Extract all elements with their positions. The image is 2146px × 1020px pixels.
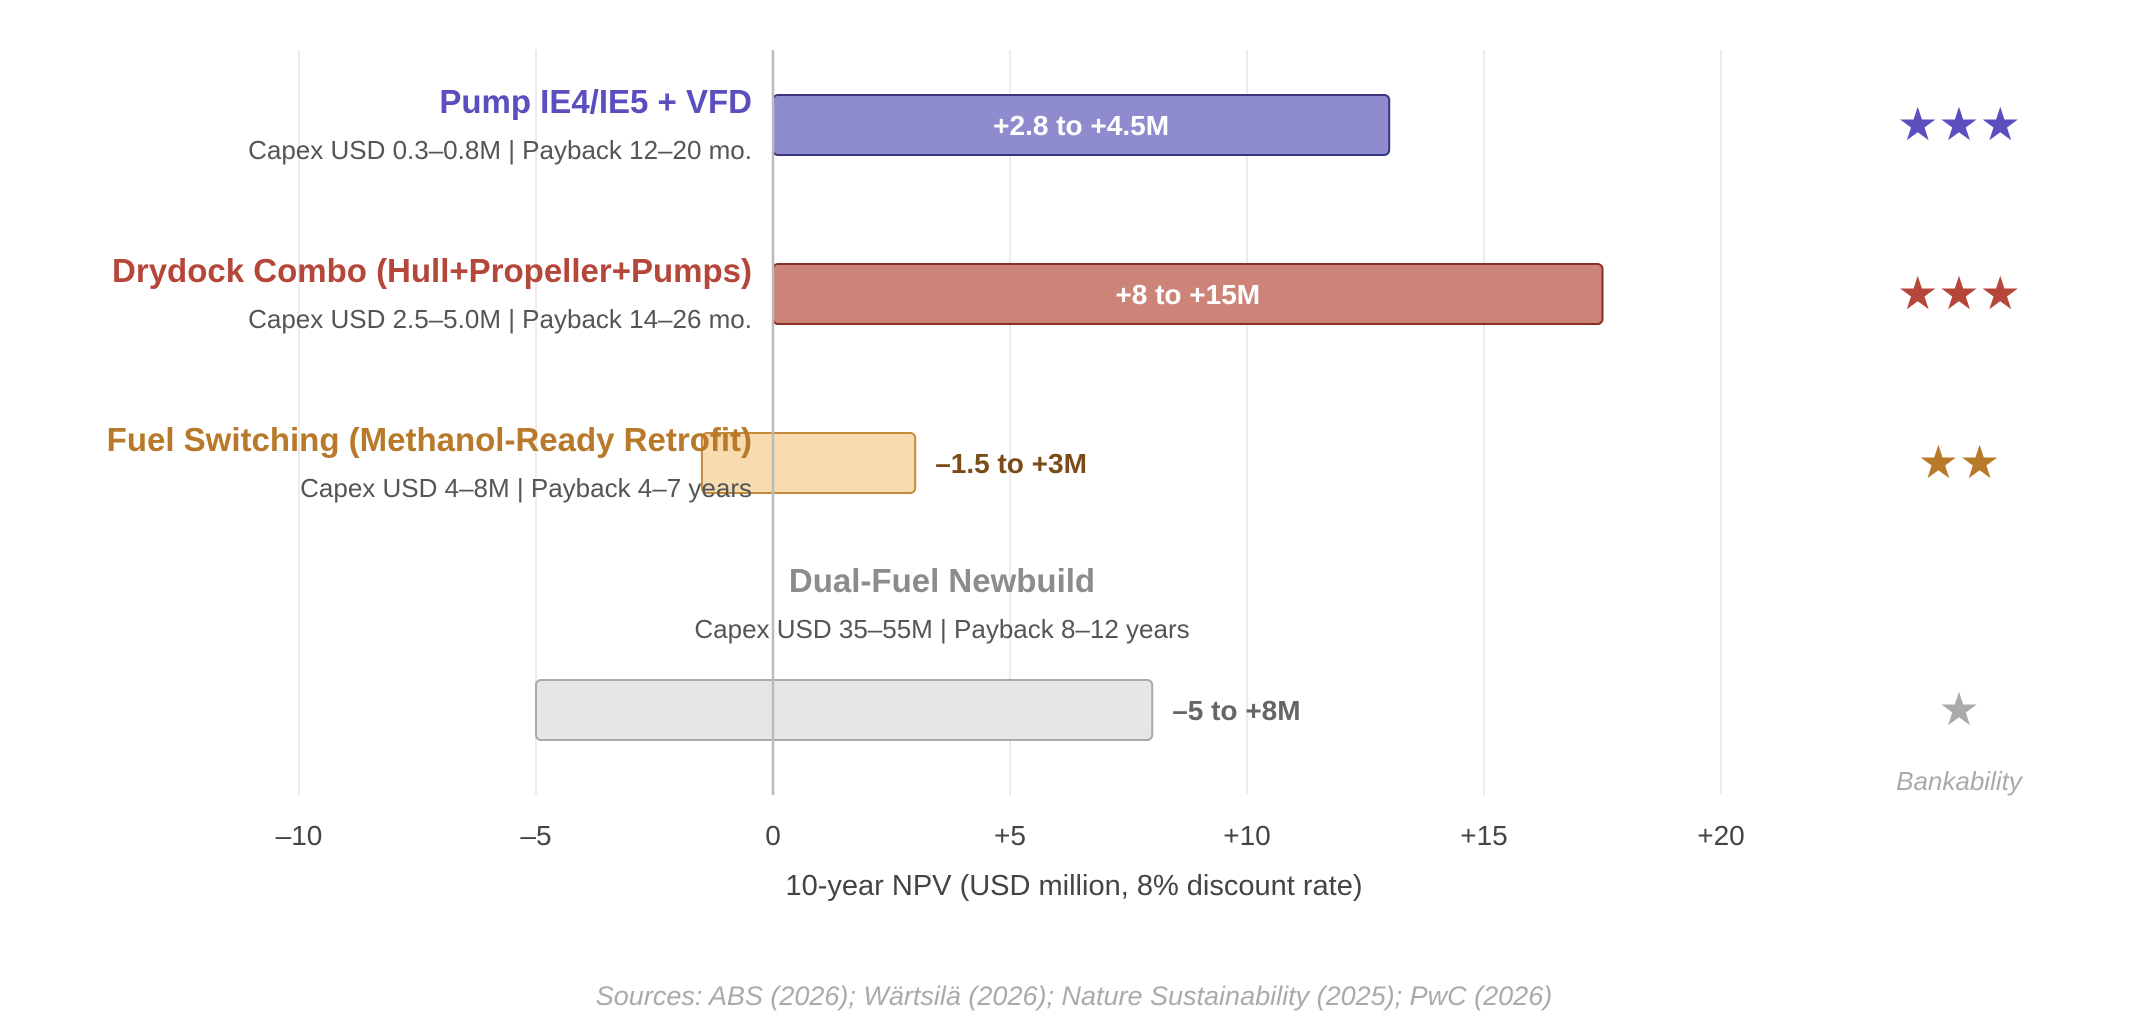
x-tick-label: 0	[765, 820, 781, 851]
x-tick-label: –5	[520, 820, 551, 851]
bar-range-label: –5 to +8M	[1172, 695, 1300, 726]
bar-range-label: +8 to +15M	[1115, 279, 1260, 310]
category-labels: Pump IE4/IE5 + VFD Capex USD 0.3–0.8M | P…	[107, 83, 1190, 644]
x-tick-labels: –10 –5 0 +5 +10 +15 +20	[276, 820, 1745, 851]
x-axis-label: 10-year NPV (USD million, 8% discount ra…	[786, 870, 1363, 902]
source-note: Sources: ABS (2026); Wärtsilä (2026); Na…	[596, 981, 1552, 1011]
bankability-stars: ★★★	[1897, 267, 2021, 319]
x-tick-label: +15	[1460, 820, 1508, 851]
category-subtitle: Capex USD 4–8M | Payback 4–7 years	[300, 473, 752, 503]
x-tick-label: –10	[276, 820, 323, 851]
bankability-stars: ★	[1938, 683, 1979, 735]
category-subtitle: Capex USD 35–55M | Payback 8–12 years	[694, 614, 1189, 644]
npv-range-bar	[700, 432, 917, 494]
bankability-stars: ★★★	[1897, 98, 2021, 150]
category-name: Pump IE4/IE5 + VFD	[439, 83, 752, 120]
bankability-stars: ★★★★★★★★★	[1897, 98, 2021, 735]
bar-range-label: +2.8 to +4.5M	[993, 110, 1169, 141]
npv-range-bar	[535, 679, 1154, 741]
bar-range-label: –1.5 to +3M	[935, 448, 1087, 479]
category-name: Fuel Switching (Methanol-Ready Retrofit)	[107, 421, 752, 458]
bankability-stars: ★★	[1918, 436, 2000, 488]
x-tick-label: +10	[1223, 820, 1271, 851]
category-name: Dual-Fuel Newbuild	[789, 562, 1095, 599]
category-subtitle: Capex USD 0.3–0.8M | Payback 12–20 mo.	[248, 135, 752, 165]
x-tick-label: +20	[1697, 820, 1745, 851]
bars: +2.8 to +4.5M +8 to +15M –1.5 to +3M –5 to …	[535, 94, 1604, 741]
category-name: Drydock Combo (Hull+Propeller+Pumps)	[112, 252, 752, 289]
x-tick-label: +5	[994, 820, 1026, 851]
bankability-label: Bankability	[1896, 766, 2024, 796]
category-subtitle: Capex USD 2.5–5.0M | Payback 14–26 mo.	[248, 304, 752, 334]
